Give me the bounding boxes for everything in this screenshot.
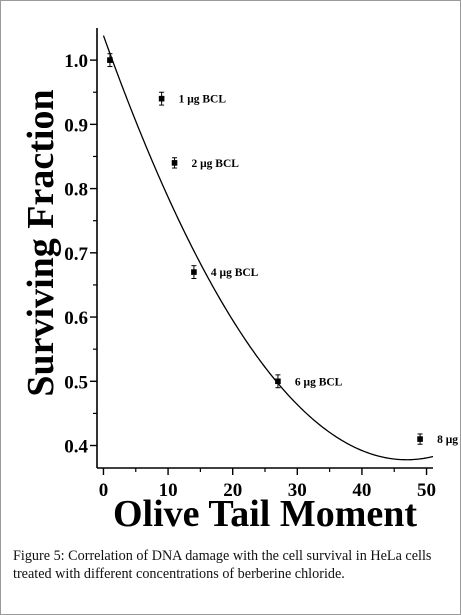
data-point	[417, 436, 423, 442]
x-tick-label: 30	[288, 480, 307, 501]
plot-area: 0 10 20 30 40 50 0.4 0.5 0.6 0.7 0.8 0.9 1.0 1 μg BCL…	[64, 28, 461, 501]
point-label: 6 μg BCL	[295, 376, 343, 388]
x-tick-label: 10	[159, 480, 178, 501]
x-axis-title: Olive Tail Moment	[113, 493, 417, 535]
x-tick-label: 20	[223, 480, 242, 501]
y-tick-label: 0.7	[64, 244, 88, 265]
x-tick-label: 0	[99, 480, 109, 501]
figure-caption: Figure 5: Correlation of DNA damage with…	[13, 548, 432, 582]
data-point	[171, 160, 178, 166]
y-tick-label: 0.9	[64, 115, 88, 136]
data-point	[275, 378, 281, 385]
y-tick-label: 0.6	[64, 308, 88, 329]
point-label: 2 μg BCL	[192, 158, 240, 170]
surviving-fraction-chart: 0 10 20 30 40 50 0.4 0.5 0.6 0.7 0.8 0.9 1.0 1 μg BCL…	[20, 28, 461, 535]
y-axis-title: Surviving Fraction	[20, 89, 62, 396]
data-point	[107, 57, 113, 63]
y-tick-label: 0.4	[64, 437, 88, 458]
point-label: 1 μg BCL	[179, 94, 227, 106]
x-tick-label: 40	[352, 480, 371, 501]
data-point	[191, 269, 197, 275]
x-tick-label: 50	[417, 480, 436, 501]
fit-curve	[102, 35, 434, 461]
y-tick-label: 0.5	[64, 372, 88, 393]
data-point	[158, 95, 165, 102]
point-label: 4 μg BCL	[211, 267, 259, 279]
y-tick-label: 1.0	[64, 51, 88, 72]
y-tick-label: 0.8	[64, 180, 88, 201]
point-label: 8 μg BCL	[437, 434, 461, 446]
